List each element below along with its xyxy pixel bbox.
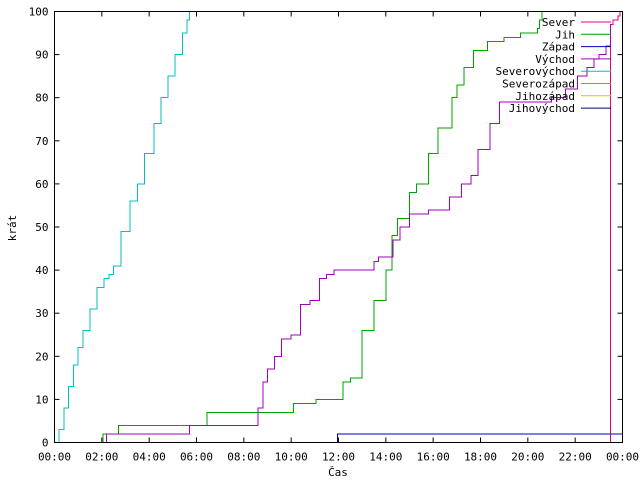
x-tick-label: 00:00 (606, 451, 639, 464)
y-tick-label: 80 (35, 92, 48, 105)
x-tick-label: 00:00 (38, 451, 71, 464)
x-tick-label: 04:00 (133, 451, 166, 464)
series-line-severovychod (54, 11, 190, 443)
legend-label: Jih (555, 28, 575, 41)
legend-label: Severozápad (502, 78, 575, 91)
legend-label: Jihovýchod (509, 102, 575, 115)
x-tick-label: 10:00 (275, 451, 308, 464)
x-tick-label: 16:00 (417, 451, 450, 464)
series-line-vychod (54, 24, 612, 443)
x-tick-label: 18:00 (464, 451, 497, 464)
x-tick-label: 12:00 (322, 451, 355, 464)
y-tick-label: 90 (35, 49, 48, 62)
x-tick-label: 14:00 (369, 451, 402, 464)
legend-label: Sever (542, 16, 575, 29)
legend-label: Západ (542, 41, 575, 54)
y-tick-label: 70 (35, 135, 48, 148)
legend-label: Jihozápad (515, 90, 575, 103)
y-tick-label: 30 (35, 307, 48, 320)
x-tick-label: 20:00 (511, 451, 544, 464)
y-tick-label: 20 (35, 350, 48, 363)
y-axis: 0 10 20 30 40 50 60 70 80 90 100 (29, 6, 623, 450)
series-line-jih (54, 11, 543, 443)
y-tick-label: 10 (35, 393, 48, 406)
x-tick-label: 08:00 (227, 451, 260, 464)
y-axis-label: krát (6, 215, 19, 242)
legend-label: Východ (535, 53, 575, 66)
y-tick-label: 50 (35, 221, 48, 234)
y-tick-label: 60 (35, 178, 48, 191)
y-tick-label: 40 (35, 264, 48, 277)
legend: SeverJihZápadVýchodSeverovýchodSeverozáp… (496, 16, 611, 115)
x-axis: 00:00 02:00 04:00 06:00 08:00 10:00 12:00 14:00… (38, 11, 639, 464)
x-tick-label: 02:00 (85, 451, 118, 464)
x-tick-label: 06:00 (180, 451, 213, 464)
legend-label: Severovýchod (496, 65, 575, 78)
x-axis-label: Čas (328, 466, 348, 479)
y-tick-label: 100 (29, 6, 49, 19)
x-tick-label: 22:00 (559, 451, 592, 464)
y-tick-label: 0 (42, 437, 49, 450)
